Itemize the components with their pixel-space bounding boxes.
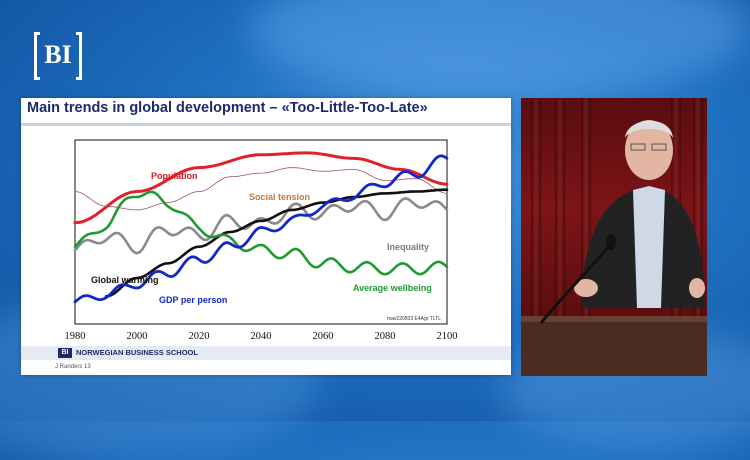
x-tick-label: 1980 (65, 331, 86, 342)
series-label-average-wellbeing: Average wellbeing (353, 283, 432, 293)
x-tick-label: 2060 (313, 331, 334, 342)
series-label-inequality: Inequality (387, 242, 429, 252)
series-label-population: Population (151, 171, 198, 181)
chart-plot-frame (74, 139, 448, 325)
bi-logo: BI (34, 32, 82, 80)
bi-logo-text: BI (44, 40, 72, 69)
microphone (539, 234, 616, 324)
series-line-global-warming (104, 188, 449, 298)
series-label-social-tension: Social tension (249, 192, 310, 202)
speaker-figure (574, 120, 705, 308)
x-tick-label: 2020 (189, 331, 210, 342)
series-line-average-wellbeing (73, 190, 449, 276)
footer-school-name: NORWEGIAN BUSINESS SCHOOL (76, 348, 198, 357)
podium (521, 318, 707, 376)
slide-author: J Randers 13 (55, 364, 91, 370)
series-line-social-tension (74, 167, 448, 211)
series-label-global-warming: Global warming (91, 275, 159, 285)
slide-title: Main trends in global development – «Too… (27, 100, 509, 122)
x-tick-label: 2040 (251, 331, 272, 342)
slide-footer-band (21, 346, 511, 360)
trends-chart: 1980 2000 2020 2040 2060 2080 2100 Population S… (65, 139, 458, 342)
series-line-population (73, 151, 449, 225)
speaker-video (521, 98, 707, 376)
series-label-gdp-per-person: GDP per person (159, 295, 227, 305)
x-tick-label: 2080 (375, 331, 396, 342)
x-tick-label: 2000 (127, 331, 148, 342)
chart-note: mav220503 E4Agr TLTL (387, 316, 441, 322)
title-divider (21, 123, 511, 126)
series-line-gdp-per-person (73, 154, 449, 304)
series-line-inequality (73, 197, 449, 255)
presentation-slide: Main trends in global development – «Too… (21, 98, 511, 375)
x-tick-label: 2100 (437, 331, 458, 342)
footer-bi-logo: BI (58, 348, 72, 358)
